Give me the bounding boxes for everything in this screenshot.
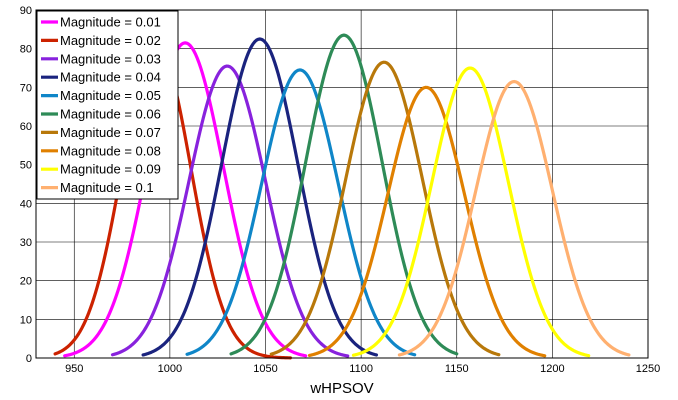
series-line-1 [63,41,308,358]
legend-entry: Magnitude = 0.06 [60,107,161,122]
y-tick-label: 20 [20,276,32,288]
x-tick-label: 1200 [540,363,564,375]
x-tick-label: 950 [65,363,83,375]
legend-entry: Magnitude = 0.09 [60,162,161,177]
legend-entry: Magnitude = 0.08 [60,143,161,158]
x-tick-label: 1000 [158,363,182,375]
y-tick-label: 70 [20,82,32,94]
legend-entry: Magnitude = 0.05 [60,88,161,103]
tick-labels: 950 1000 1050 1100 1150 1200 1250 0 10 20 30 40 50 60… [20,5,660,375]
series-line-5 [185,68,417,357]
series-line-8 [307,85,547,358]
x-axis-title: wHPSOV [309,380,373,397]
legend-entry: Magnitude = 0.07 [60,125,161,140]
x-tick-label: 1050 [253,363,277,375]
y-tick-label: 0 [26,353,32,365]
series-line-4 [141,37,379,357]
series-line-10 [397,79,631,357]
y-tick-label: 90 [20,5,32,17]
series-line-7 [269,60,501,357]
y-tick-label: 80 [20,44,32,56]
series-line-3 [110,64,350,358]
legend-entry: Magnitude = 0.03 [60,51,161,66]
legend-entry: Magnitude = 0.1 [60,180,154,195]
x-tick-label: 1250 [636,363,660,375]
series-line-6 [229,33,459,356]
legend-entry: Magnitude = 0.04 [60,70,161,85]
legend: Magnitude = 0.01 Magnitude = 0.02 Magnitud… [36,10,179,200]
y-tick-label: 60 [20,121,32,133]
y-tick-label: 30 [20,237,32,249]
y-tick-label: 10 [20,314,32,326]
legend-entry: Magnitude = 0.02 [60,33,161,48]
y-tick-label: 40 [20,198,32,210]
x-tick-label: 1100 [349,363,373,375]
x-tick-label: 1150 [445,363,469,375]
legend-entry: Magnitude = 0.01 [60,15,161,30]
legend-box [36,10,179,200]
plot-frame [35,9,649,359]
series-line-9 [351,66,591,358]
y-tick-label: 50 [20,160,32,172]
